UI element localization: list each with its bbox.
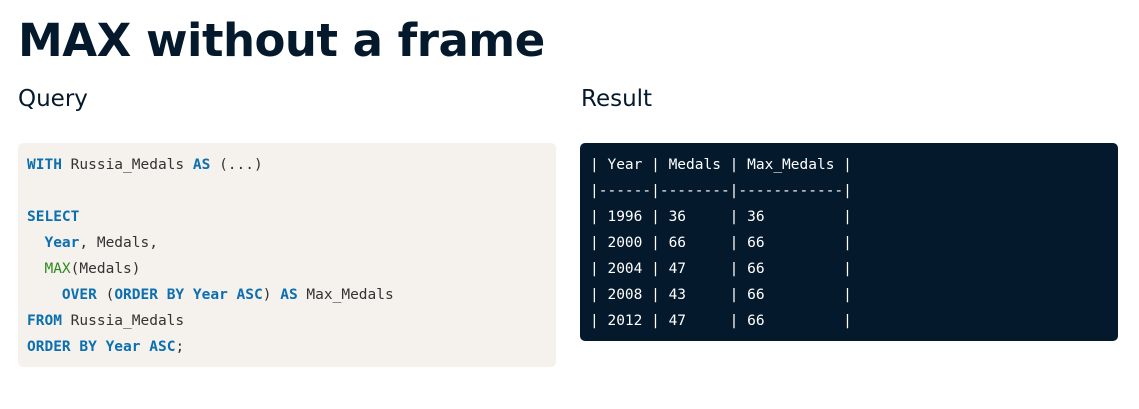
sql-text bbox=[27, 235, 44, 251]
query-code-line: Year, Medals, bbox=[27, 230, 556, 256]
query-code-line: SELECT bbox=[27, 204, 556, 230]
sql-text bbox=[228, 287, 237, 303]
sql-keyword: ASC bbox=[236, 287, 263, 303]
sql-text: ; bbox=[175, 339, 185, 355]
result-output-block: | Year | Medals | Max_Medals | |------|--… bbox=[580, 143, 1118, 341]
sql-keyword: WITH bbox=[27, 157, 62, 173]
result-separator-row: |------|--------|------------| bbox=[590, 183, 852, 199]
sql-function: MAX bbox=[44, 261, 71, 277]
sql-keyword: ORDER BY bbox=[114, 287, 185, 303]
sql-text bbox=[27, 287, 62, 303]
sql-text: (Medals) bbox=[70, 261, 141, 277]
query-code-line: FROM Russia_Medals bbox=[27, 308, 556, 334]
sql-keyword: AS bbox=[192, 157, 211, 173]
sql-text bbox=[184, 287, 193, 303]
result-row: | 2012 | 47 | 66 | bbox=[590, 313, 852, 329]
sql-keyword: FROM bbox=[27, 313, 62, 329]
sql-text: (...) bbox=[210, 157, 263, 173]
sql-keyword: ORDER BY bbox=[27, 339, 97, 355]
query-code-line bbox=[27, 178, 556, 204]
sql-keyword: Year bbox=[44, 235, 80, 251]
query-code-line: OVER (ORDER BY Year ASC) AS Max_Medals bbox=[27, 282, 556, 308]
sql-keyword: Year bbox=[192, 287, 228, 303]
query-code-line: MAX(Medals) bbox=[27, 256, 556, 282]
sql-keyword: OVER bbox=[61, 287, 97, 303]
query-code-line: WITH Russia_Medals AS (...) bbox=[27, 152, 556, 178]
result-header-row: | Year | Medals | Max_Medals | bbox=[590, 157, 852, 173]
sql-text: ( bbox=[96, 287, 115, 303]
sql-keyword: ASC bbox=[149, 339, 176, 355]
sql-text: Max_Medals bbox=[297, 287, 394, 303]
query-code-block: WITH Russia_Medals AS (...) SELECT Year, … bbox=[18, 143, 556, 367]
page-title: MAX without a frame bbox=[18, 14, 545, 67]
query-code-line: ORDER BY Year ASC; bbox=[27, 334, 556, 360]
sql-keyword: Year bbox=[105, 339, 141, 355]
result-row: | 2008 | 43 | 66 | bbox=[590, 287, 852, 303]
sql-keyword: SELECT bbox=[27, 209, 80, 225]
result-row: | 1996 | 36 | 36 | bbox=[590, 209, 852, 225]
result-row: | 2004 | 47 | 66 | bbox=[590, 261, 852, 277]
sql-text bbox=[97, 339, 106, 355]
sql-text bbox=[27, 261, 44, 277]
sql-text: ) bbox=[262, 287, 281, 303]
result-row: | 2000 | 66 | 66 | bbox=[590, 235, 852, 251]
sql-keyword: AS bbox=[280, 287, 298, 303]
query-heading: Query bbox=[18, 86, 88, 112]
result-heading: Result bbox=[581, 86, 653, 112]
sql-text bbox=[141, 339, 150, 355]
sql-text: Russia_Medals bbox=[61, 313, 185, 329]
sql-text: , Medals, bbox=[79, 235, 158, 251]
sql-text: Russia_Medals bbox=[61, 157, 193, 173]
